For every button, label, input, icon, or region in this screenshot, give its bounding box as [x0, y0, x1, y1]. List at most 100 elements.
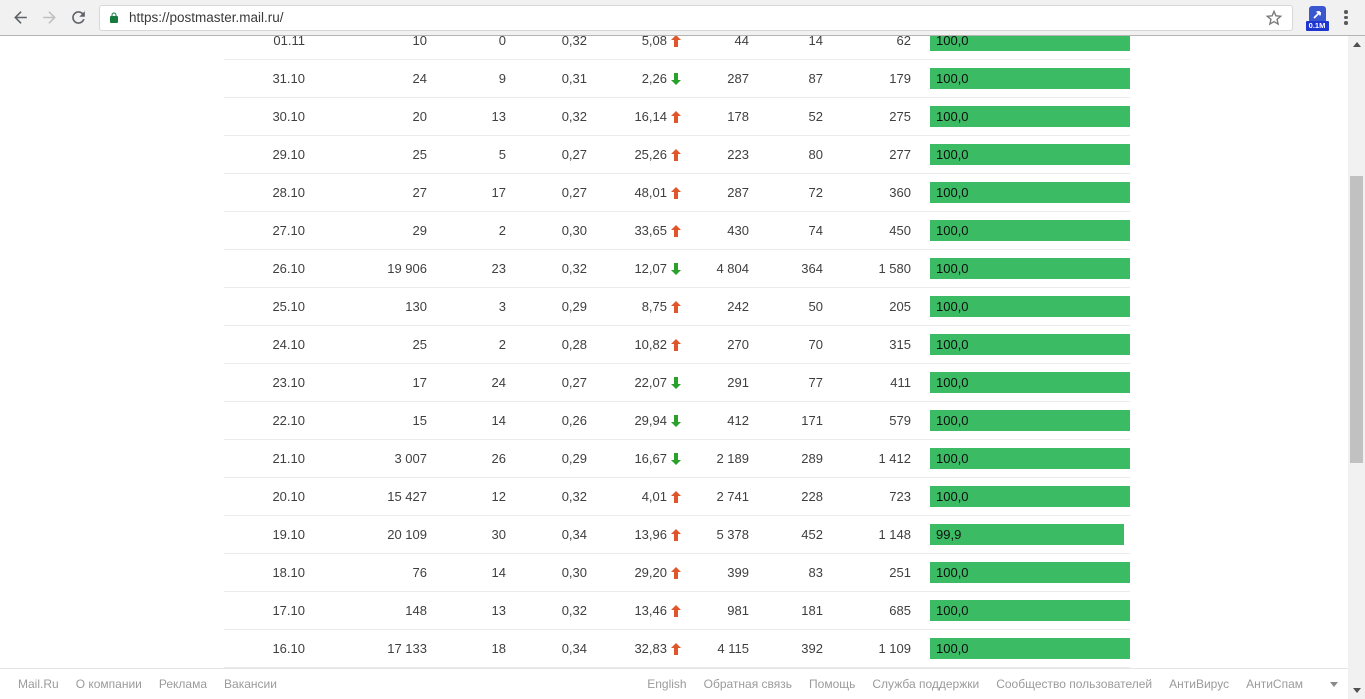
progress-bar-track: 100,0: [930, 182, 1130, 203]
cell-trend: 29,94: [587, 413, 681, 428]
cell-col7: 171: [801, 413, 823, 428]
cell-trend: 13,96: [587, 527, 681, 542]
address-bar[interactable]: https://postmaster.mail.ru/: [99, 4, 1293, 31]
cell-col8: 450: [889, 223, 911, 238]
progress-bar-track: 100,0: [930, 638, 1130, 659]
footer-caret-icon[interactable]: [1330, 681, 1338, 687]
cell-col6: 44: [734, 36, 749, 48]
page-viewport: 01.11 10 0 0,32 5,08 44 14 62 100,0 31.10 24 9 0,31 2…: [0, 36, 1348, 699]
table-row: 28.10 27 17 0,27 48,01 287 72 360 100,0: [224, 174, 1130, 212]
cell-date: 23.10: [272, 375, 305, 390]
cell-trend: 29,20: [587, 565, 681, 580]
table-row: 25.10 130 3 0,29 8,75 242 50 205 100,0: [224, 288, 1130, 326]
cell-col8: 277: [889, 147, 911, 162]
back-button[interactable]: [6, 3, 35, 32]
trend-value: 13,96: [634, 527, 667, 542]
cell-col7: 228: [801, 489, 823, 504]
table-row: 24.10 25 2 0,28 10,82 270 70 315 100,0: [224, 326, 1130, 364]
cell-col6: 2 741: [716, 489, 749, 504]
progress-bar: 100,0: [930, 68, 1130, 89]
trend-down-icon: [671, 376, 681, 389]
cell-trend: 5,08: [587, 36, 681, 48]
cell-trend: 8,75: [587, 299, 681, 314]
trend-value: 25,26: [634, 147, 667, 162]
cell-col6: 412: [727, 413, 749, 428]
cell-col4: 0,29: [561, 299, 587, 314]
progress-bar: 100,0: [930, 562, 1130, 583]
refresh-button[interactable]: [64, 3, 93, 32]
cell-col4: 0,32: [561, 489, 587, 504]
bookmark-star-icon[interactable]: [1264, 8, 1284, 28]
cell-col3: 26: [491, 451, 506, 466]
cell-col7: 392: [801, 641, 823, 656]
progress-bar: 99,9: [930, 524, 1124, 545]
cell-col6: 242: [727, 299, 749, 314]
footer-right-link-2[interactable]: Помощь: [809, 677, 856, 691]
cell-col7: 80: [808, 147, 823, 162]
progress-bar-track: 100,0: [930, 372, 1130, 393]
cell-col8: 579: [889, 413, 911, 428]
progress-bar: 100,0: [930, 486, 1130, 507]
cell-col3: 2: [498, 337, 506, 352]
cell-col6: 178: [727, 109, 749, 124]
footer-left-link-0[interactable]: Mail.Ru: [18, 677, 59, 691]
progress-bar: 100,0: [930, 182, 1130, 203]
cell-date: 25.10: [272, 299, 305, 314]
scrollbar-thumb[interactable]: [1350, 176, 1363, 463]
cell-col3: 24: [491, 375, 506, 390]
trend-up-icon: [671, 148, 681, 161]
cell-col8: 62: [896, 36, 911, 48]
cell-col6: 287: [727, 71, 749, 86]
cell-col7: 452: [801, 527, 823, 542]
cell-col3: 5: [498, 147, 506, 162]
cell-date: 22.10: [272, 413, 305, 428]
cell-col8: 315: [889, 337, 911, 352]
cell-col8: 1 109: [878, 641, 911, 656]
trend-down-icon: [671, 72, 681, 85]
trend-value: 16,67: [634, 451, 667, 466]
trend-up-icon: [671, 490, 681, 503]
cell-col4: 0,26: [561, 413, 587, 428]
footer-left-link-3[interactable]: Вакансии: [224, 677, 277, 691]
footer-right-link-6[interactable]: АнтиСпам: [1246, 677, 1303, 691]
progress-bar: 100,0: [930, 448, 1130, 469]
progress-bar: 100,0: [930, 106, 1130, 127]
cell-col3: 30: [491, 527, 506, 542]
progress-bar-track: 100,0: [930, 258, 1130, 279]
extension-button[interactable]: 0.1M: [1301, 6, 1333, 31]
footer-right-link-1[interactable]: Обратная связь: [703, 677, 793, 691]
progress-bar-track: 100,0: [930, 68, 1130, 89]
cell-date: 01.11: [273, 36, 305, 48]
footer-right-link-4[interactable]: Сообщество пользователей: [996, 677, 1153, 691]
cell-col6: 4 115: [717, 641, 749, 656]
cell-col2: 15: [412, 413, 427, 428]
footer-right-link-0[interactable]: English: [647, 677, 687, 691]
trend-value: 22,07: [634, 375, 667, 390]
scrollbar-up-icon[interactable]: [1352, 42, 1361, 47]
scrollbar-down-icon[interactable]: [1352, 688, 1361, 693]
forward-button[interactable]: [35, 3, 64, 32]
extension-badge: 0.1M: [1305, 21, 1329, 31]
cell-date: 21.10: [272, 451, 305, 466]
vertical-scrollbar[interactable]: [1348, 36, 1365, 699]
cell-col2: 148: [405, 603, 427, 618]
footer-right-link-3[interactable]: Служба поддержки: [872, 677, 980, 691]
cell-col4: 0,34: [561, 527, 587, 542]
cell-col6: 287: [727, 185, 749, 200]
cell-col4: 0,31: [561, 71, 587, 86]
trend-value: 10,82: [634, 337, 667, 352]
browser-menu-button[interactable]: [1333, 3, 1359, 32]
cell-date: 17.10: [272, 603, 305, 618]
url-text[interactable]: https://postmaster.mail.ru/: [129, 10, 284, 25]
cell-date: 31.10: [272, 71, 305, 86]
lock-icon[interactable]: [108, 11, 120, 25]
forward-arrow-icon: [43, 11, 56, 24]
footer-left-link-1[interactable]: О компании: [75, 677, 142, 691]
cell-col2: 15 427: [387, 489, 427, 504]
cell-col7: 77: [808, 375, 823, 390]
cell-col3: 13: [491, 109, 506, 124]
table-row: 31.10 24 9 0,31 2,26 287 87 179 100,0: [224, 60, 1130, 98]
table-row: 01.11 10 0 0,32 5,08 44 14 62 100,0: [224, 36, 1130, 60]
footer-left-link-2[interactable]: Реклама: [158, 677, 208, 691]
footer-right-link-5[interactable]: АнтиВирус: [1169, 677, 1230, 691]
